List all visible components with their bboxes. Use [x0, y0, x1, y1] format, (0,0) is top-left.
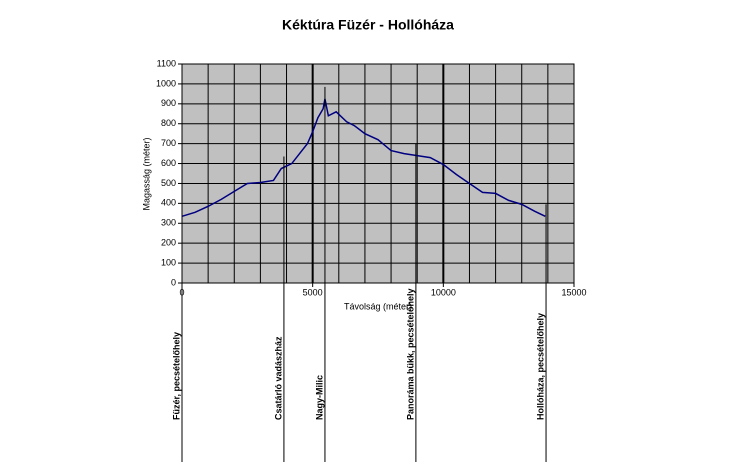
x-tick-label: 10000 — [431, 287, 456, 297]
y-tick-label: 1000 — [156, 78, 176, 88]
y-tick-label: 500 — [161, 178, 176, 188]
chart-title: Kéktúra Füzér - Hollóháza — [282, 17, 454, 33]
y-tick-label: 0 — [171, 277, 176, 287]
y-tick-label: 1100 — [157, 58, 176, 68]
y-tick-label: 800 — [161, 118, 176, 128]
plot-area — [181, 63, 575, 284]
waypoint-label: Füzér, pecsételőhely — [171, 332, 181, 420]
elevation-line — [181, 98, 546, 218]
y-tick-label: 600 — [161, 158, 176, 168]
y-tick-label: 100 — [161, 257, 176, 267]
x-tick-label: 5000 — [303, 287, 323, 297]
y-tick-label: 700 — [161, 138, 176, 148]
x-tick-label: 15000 — [561, 287, 586, 297]
y-tick-label: 900 — [161, 98, 176, 108]
y-tick-label: 200 — [161, 238, 176, 248]
waypoint-label: Csatárló vadászház — [273, 336, 283, 420]
waypoint-label: Panoráma bükk, pecsételőhely — [405, 288, 415, 420]
y-tick-label: 400 — [161, 198, 176, 208]
x-axis-label: Távolság (méter) — [344, 301, 412, 311]
waypoint-label: Nagy-Milic — [314, 375, 324, 420]
y-tick-label: 300 — [161, 218, 176, 228]
waypoint-label: Hollóháza, pecsételőhely — [535, 313, 545, 420]
y-axis-label: Magasság (méter) — [141, 137, 151, 210]
